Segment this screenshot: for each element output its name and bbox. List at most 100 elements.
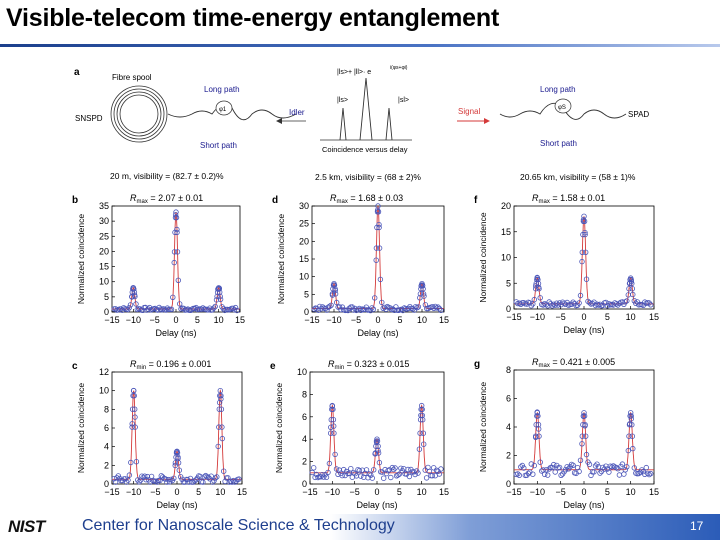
data-point bbox=[543, 467, 549, 473]
data-point bbox=[332, 286, 338, 292]
data-point bbox=[580, 422, 586, 428]
data-point bbox=[597, 470, 603, 476]
data-point bbox=[129, 421, 135, 427]
x-tick-label: −5 bbox=[150, 487, 160, 497]
data-point bbox=[420, 430, 426, 436]
x-tick-label: 5 bbox=[605, 487, 610, 497]
data-point bbox=[213, 297, 220, 303]
data-point bbox=[187, 475, 194, 482]
data-point bbox=[537, 459, 543, 465]
data-point bbox=[129, 424, 135, 430]
data-point bbox=[176, 301, 183, 307]
x-tick-label: 15 bbox=[237, 487, 247, 497]
data-point bbox=[420, 417, 426, 423]
y-tick-label: 10 bbox=[297, 367, 307, 377]
data-point bbox=[615, 302, 621, 308]
data-point bbox=[127, 302, 134, 308]
data-point bbox=[115, 473, 121, 479]
signal-label: Signal bbox=[458, 107, 480, 116]
data-point bbox=[172, 229, 178, 236]
data-point bbox=[533, 433, 539, 439]
data-point bbox=[516, 472, 522, 478]
data-point bbox=[629, 422, 635, 428]
data-point bbox=[600, 464, 606, 471]
data-point bbox=[579, 433, 585, 439]
data-point bbox=[630, 445, 636, 452]
data-point bbox=[172, 462, 178, 469]
x-tick-label: 5 bbox=[397, 487, 402, 497]
data-point bbox=[154, 479, 160, 485]
data-point bbox=[191, 478, 198, 484]
x-axis-label: Delay (ns) bbox=[357, 328, 398, 338]
data-point bbox=[586, 461, 593, 468]
data-point bbox=[603, 299, 609, 306]
data-point bbox=[391, 466, 397, 473]
x-tick-label: −5 bbox=[150, 315, 160, 325]
data-point bbox=[417, 291, 424, 297]
data-point bbox=[630, 291, 636, 298]
data-point bbox=[583, 276, 590, 282]
data-point bbox=[366, 471, 373, 477]
data-point bbox=[168, 306, 175, 312]
schematic-panel: a Fibre spool SNSPD φ1 Long path Short p… bbox=[74, 65, 649, 154]
data-point bbox=[339, 304, 346, 310]
x-tick-label: −10 bbox=[325, 487, 340, 497]
data-point bbox=[392, 465, 398, 471]
data-point bbox=[325, 469, 331, 476]
data-point bbox=[577, 292, 584, 299]
data-point bbox=[172, 212, 179, 218]
data-point bbox=[220, 306, 227, 312]
data-point bbox=[531, 462, 537, 469]
x-tick-label: 0 bbox=[375, 315, 380, 325]
x-tick-label: 5 bbox=[196, 487, 201, 497]
x-tick-label: −10 bbox=[530, 312, 545, 322]
data-point bbox=[133, 459, 140, 465]
data-point bbox=[606, 469, 612, 475]
y-tick-label: 8 bbox=[302, 389, 307, 399]
x-tick-label: −15 bbox=[506, 487, 521, 497]
data-point bbox=[111, 476, 117, 482]
x-tick-label: −10 bbox=[126, 487, 141, 497]
data-point bbox=[387, 305, 393, 311]
data-point bbox=[181, 305, 187, 312]
data-point bbox=[375, 450, 382, 456]
data-point bbox=[429, 473, 435, 479]
x-tick-label: −5 bbox=[350, 487, 360, 497]
data-point bbox=[131, 393, 137, 399]
chart-panel-g: 0 2 4 6 8 −15 −10 −5 0 5 10 15 Delay (ns) Normalized … bbox=[474, 357, 659, 510]
data-point bbox=[535, 422, 542, 428]
y-tick-label: 25 bbox=[99, 231, 109, 241]
data-point bbox=[420, 286, 426, 292]
x-tick-label: 0 bbox=[374, 487, 379, 497]
data-point bbox=[125, 477, 131, 483]
data-point bbox=[636, 470, 642, 477]
nist-logo: NIST bbox=[8, 517, 45, 536]
data-point bbox=[234, 307, 240, 314]
r-value-label: Rmin = 0.323 ± 0.015 bbox=[328, 359, 409, 371]
data-point bbox=[209, 479, 216, 485]
data-point bbox=[211, 478, 217, 484]
data-point bbox=[329, 291, 336, 297]
x-tick-label: 15 bbox=[439, 487, 449, 497]
data-point bbox=[331, 423, 337, 429]
data-point bbox=[579, 258, 585, 265]
phase-shifter-left-icon bbox=[215, 100, 233, 116]
data-point bbox=[537, 295, 543, 301]
data-point bbox=[311, 465, 317, 471]
y-tick-label: 20 bbox=[501, 201, 511, 211]
data-point bbox=[330, 417, 337, 423]
data-point bbox=[356, 467, 363, 474]
data-point bbox=[171, 259, 177, 266]
data-point bbox=[331, 430, 337, 436]
data-point bbox=[326, 460, 333, 467]
data-point bbox=[604, 466, 611, 472]
data-point bbox=[419, 282, 426, 288]
data-point bbox=[143, 477, 149, 483]
data-point bbox=[438, 466, 444, 472]
data-point bbox=[419, 402, 425, 409]
data-point bbox=[648, 470, 654, 477]
x-tick-label: 15 bbox=[649, 312, 659, 322]
y-tick-label: 2 bbox=[506, 451, 511, 461]
x-tick-label: 5 bbox=[195, 315, 200, 325]
data-point bbox=[191, 305, 198, 312]
